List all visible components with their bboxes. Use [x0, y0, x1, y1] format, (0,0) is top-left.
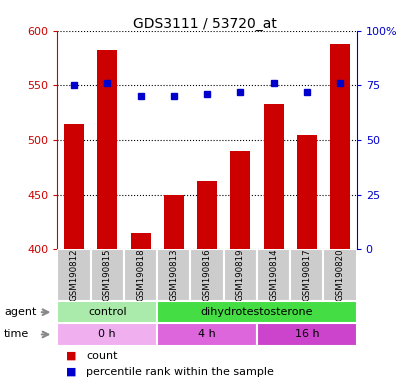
- Text: GDS3111 / 53720_at: GDS3111 / 53720_at: [133, 17, 276, 31]
- Bar: [256, 249, 290, 301]
- Text: GSM190816: GSM190816: [202, 249, 211, 301]
- Text: count: count: [86, 351, 117, 361]
- Bar: [57, 323, 157, 346]
- Bar: [296, 134, 316, 384]
- Text: GSM190815: GSM190815: [103, 249, 112, 301]
- Bar: [230, 151, 249, 384]
- Bar: [57, 301, 157, 323]
- Text: percentile rank within the sample: percentile rank within the sample: [86, 366, 273, 377]
- Text: ■: ■: [65, 366, 76, 377]
- Text: time: time: [4, 329, 29, 339]
- Text: GSM190819: GSM190819: [235, 249, 244, 301]
- Bar: [164, 195, 183, 384]
- Text: ■: ■: [65, 351, 76, 361]
- Text: GSM190812: GSM190812: [70, 249, 79, 301]
- Bar: [290, 249, 323, 301]
- Bar: [64, 124, 84, 384]
- Text: control: control: [88, 307, 126, 317]
- Bar: [223, 249, 256, 301]
- Bar: [157, 249, 190, 301]
- Bar: [329, 44, 349, 384]
- Text: agent: agent: [4, 307, 36, 317]
- Bar: [323, 249, 356, 301]
- Text: 4 h: 4 h: [198, 329, 216, 339]
- Text: GSM190814: GSM190814: [268, 249, 277, 301]
- Text: GSM190820: GSM190820: [335, 249, 344, 301]
- Bar: [263, 104, 283, 384]
- Text: GSM190818: GSM190818: [136, 249, 145, 301]
- Bar: [157, 301, 356, 323]
- Bar: [124, 249, 157, 301]
- Bar: [197, 182, 216, 384]
- Text: dihydrotestosterone: dihydrotestosterone: [200, 307, 312, 317]
- Bar: [97, 50, 117, 384]
- Bar: [256, 323, 356, 346]
- Text: 0 h: 0 h: [98, 329, 116, 339]
- Text: 16 h: 16 h: [294, 329, 318, 339]
- Bar: [57, 249, 90, 301]
- Bar: [190, 249, 223, 301]
- Bar: [130, 233, 150, 384]
- Text: GSM190813: GSM190813: [169, 249, 178, 301]
- Bar: [90, 249, 124, 301]
- Text: GSM190817: GSM190817: [301, 249, 310, 301]
- Bar: [157, 323, 256, 346]
